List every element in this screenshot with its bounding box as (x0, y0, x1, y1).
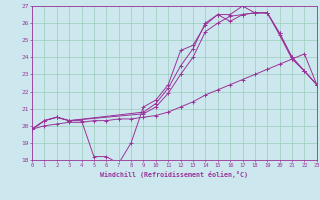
X-axis label: Windchill (Refroidissement éolien,°C): Windchill (Refroidissement éolien,°C) (100, 171, 248, 178)
